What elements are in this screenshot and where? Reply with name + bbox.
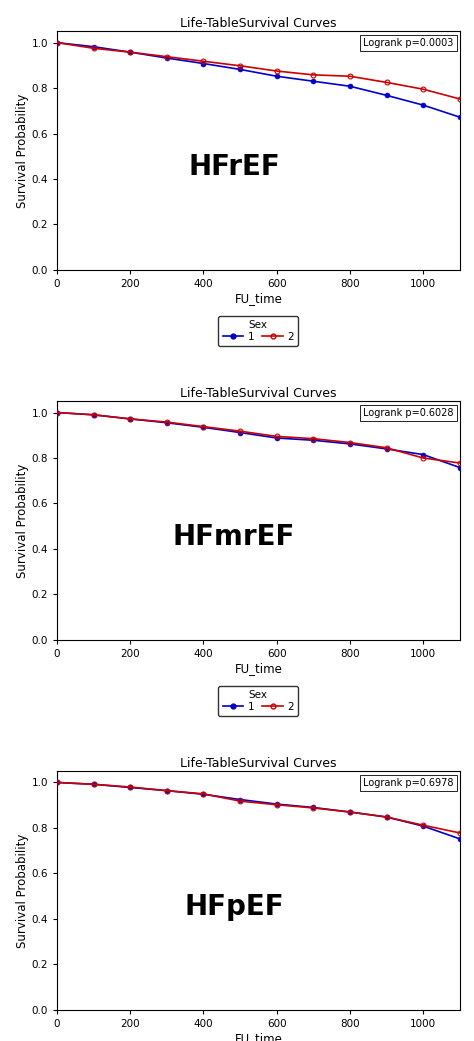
X-axis label: FU_time: FU_time [234, 291, 283, 305]
Text: HFmrEF: HFmrEF [173, 524, 295, 551]
Y-axis label: Survival Probability: Survival Probability [16, 463, 28, 578]
Title: Life-TableSurvival Curves: Life-TableSurvival Curves [180, 757, 337, 770]
X-axis label: FU_time: FU_time [234, 662, 283, 675]
Title: Life-TableSurvival Curves: Life-TableSurvival Curves [180, 17, 337, 30]
Legend: 1, 2: 1, 2 [219, 686, 298, 716]
Y-axis label: Survival Probability: Survival Probability [16, 833, 28, 947]
Title: Life-TableSurvival Curves: Life-TableSurvival Curves [180, 387, 337, 400]
Text: Logrank p=0.6028: Logrank p=0.6028 [363, 408, 454, 418]
X-axis label: FU_time: FU_time [234, 1032, 283, 1041]
Text: Logrank p=0.6978: Logrank p=0.6978 [363, 779, 454, 788]
Text: HFpEF: HFpEF [184, 893, 284, 921]
Text: HFrEF: HFrEF [188, 153, 280, 181]
Text: Logrank p=0.0003: Logrank p=0.0003 [364, 39, 454, 48]
Legend: 1, 2: 1, 2 [219, 315, 298, 346]
Y-axis label: Survival Probability: Survival Probability [16, 94, 28, 208]
